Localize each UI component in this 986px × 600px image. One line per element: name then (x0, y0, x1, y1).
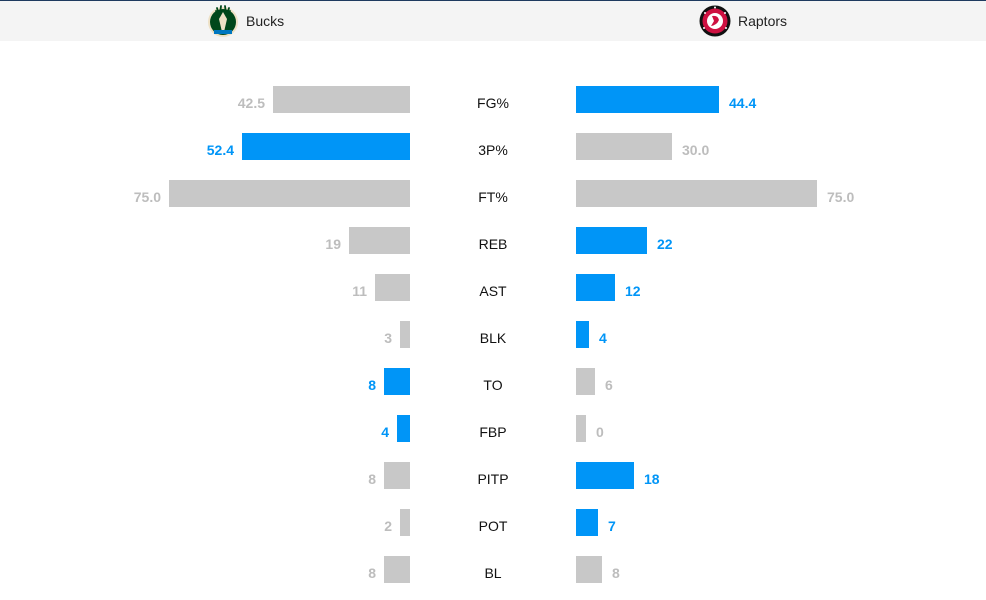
right-value: 12 (625, 283, 641, 299)
left-bar (169, 180, 410, 207)
left-value: 42.5 (237, 95, 265, 111)
stat-label: AST (479, 283, 507, 299)
right-value: 0 (596, 424, 604, 440)
right-bar (576, 415, 586, 442)
left-value: 75.0 (133, 189, 161, 205)
stat-label: BLK (479, 330, 507, 346)
left-value: 8 (368, 377, 376, 393)
stat-row-pot: 2 POT 7 (0, 509, 986, 537)
right-value: 30.0 (682, 142, 710, 158)
right-value: 7 (608, 518, 616, 534)
left-bar (384, 462, 410, 489)
right-value: 18 (644, 471, 660, 487)
left-value: 8 (368, 565, 376, 581)
left-value: 19 (325, 236, 341, 252)
stat-label: 3P% (478, 142, 508, 158)
stat-label: FT% (478, 189, 508, 205)
right-bar (576, 321, 589, 348)
right-value: 4 (599, 330, 607, 346)
left-bar (384, 556, 410, 583)
stat-row-bl: 8 BL 8 (0, 556, 986, 584)
right-value: 22 (657, 236, 673, 252)
raptors-logo-icon (699, 5, 731, 37)
right-bar (576, 180, 817, 207)
right-bar (576, 462, 634, 489)
left-value: 2 (384, 518, 392, 534)
right-value: 44.4 (729, 95, 757, 111)
left-bar (242, 133, 410, 160)
right-bar (576, 368, 595, 395)
stat-row-to: 8 TO 6 (0, 368, 986, 396)
stat-label: TO (483, 377, 503, 393)
stat-row-fbp: 4 FBP 0 (0, 415, 986, 443)
stat-row-3p-pct: 52.4 3P% 30.0 (0, 133, 986, 161)
right-bar (576, 86, 719, 113)
team-right-name: Raptors (738, 13, 788, 29)
team-right[interactable]: Raptors (699, 1, 787, 41)
stat-label: FG% (477, 95, 509, 111)
right-value: 8 (612, 565, 620, 581)
stat-row-ft-pct: 75.0 FT% 75.0 (0, 180, 986, 208)
left-bar (349, 227, 410, 254)
team-left[interactable]: Bucks (207, 1, 284, 41)
left-bar (273, 86, 410, 113)
right-value: 75.0 (827, 189, 855, 205)
bucks-logo-icon (208, 5, 238, 37)
right-bar (576, 556, 602, 583)
left-bar (384, 368, 410, 395)
left-value: 11 (352, 283, 367, 299)
teams-header: Bucks Raptors (0, 1, 986, 41)
right-bar (576, 227, 647, 254)
top-border (0, 0, 986, 1)
stat-label: FBP (479, 424, 507, 440)
left-bar (400, 509, 410, 536)
stat-label: PITP (477, 471, 509, 487)
left-value: 8 (368, 471, 376, 487)
stat-row-blk: 3 BLK 4 (0, 321, 986, 349)
right-bar (576, 509, 598, 536)
left-value: 52.4 (206, 142, 234, 158)
stat-row-pitp: 8 PITP 18 (0, 462, 986, 490)
stat-label: POT (478, 518, 508, 534)
right-bar (576, 274, 615, 301)
left-value: 3 (384, 330, 392, 346)
right-value: 6 (605, 377, 613, 393)
left-value: 4 (381, 424, 389, 440)
right-bar (576, 133, 672, 160)
stat-row-fg-pct: 42.5 FG% 44.4 (0, 86, 986, 114)
left-bar (375, 274, 410, 301)
stat-row-ast: 11 AST 12 (0, 274, 986, 302)
left-bar (400, 321, 410, 348)
team-left-name: Bucks (246, 13, 285, 29)
stat-row-reb: 19 REB 22 (0, 227, 986, 255)
stat-label: REB (478, 236, 508, 252)
left-bar (397, 415, 410, 442)
stat-label: BL (484, 565, 502, 581)
